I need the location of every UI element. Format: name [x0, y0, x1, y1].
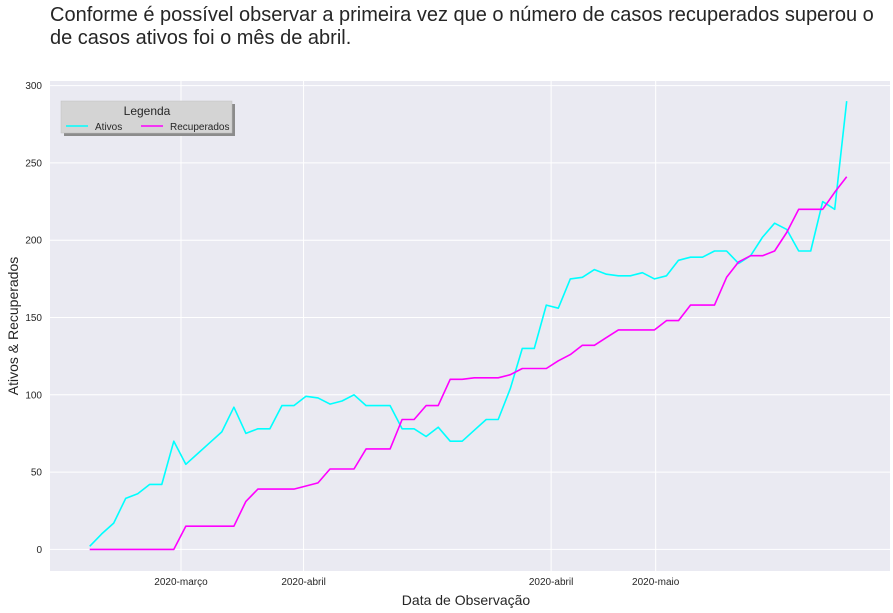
legend: Legenda Ativos Recuperados	[60, 100, 235, 136]
legend-label-recuperados: Recuperados	[170, 122, 229, 133]
y-tick-label: 100	[25, 390, 42, 401]
y-tick-label: 300	[25, 81, 42, 92]
legend-title: Legenda	[124, 104, 171, 118]
chart-title: Conforme é possível observar a primeira …	[50, 4, 874, 49]
legend-box	[60, 100, 233, 134]
y-tick-label: 50	[31, 468, 43, 479]
series-line-recuperados	[89, 176, 848, 551]
y-tick-label: 150	[25, 313, 42, 324]
x-tick-label: 2020-abril	[529, 577, 573, 588]
y-tick-label: 0	[36, 545, 42, 556]
x-axis-ticks: 2020-março 2020-abril 2020-abril 2020-maio	[154, 577, 679, 588]
x-tick-label: 2020-abril	[281, 577, 325, 588]
series-lines	[89, 101, 848, 551]
x-tick-label: 2020-maio	[632, 577, 680, 588]
x-tick-label: 2020-março	[154, 577, 208, 588]
series-line-ativos	[89, 101, 848, 547]
grid-lines	[50, 81, 890, 571]
y-tick-label: 200	[25, 236, 42, 247]
plot-background	[50, 81, 890, 571]
y-tick-label: 250	[25, 158, 42, 169]
y-axis-ticks: 0 50 100 150 200 250 300	[25, 81, 42, 556]
y-axis-label: Ativos & Recuperados	[5, 257, 21, 396]
legend-label-ativos: Ativos	[95, 122, 122, 133]
x-axis-label: Data de Observação	[402, 592, 531, 608]
